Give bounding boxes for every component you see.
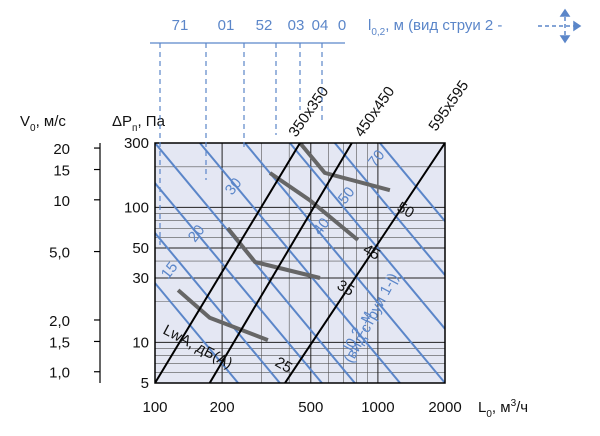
noise-label: 35 — [334, 277, 357, 300]
label-part: /ч — [516, 399, 528, 416]
throw-label: 30 — [222, 175, 246, 199]
y2-tick-label: 15 — [53, 163, 70, 180]
label-part: 0 — [30, 123, 36, 134]
plot-frame — [154, 142, 446, 384]
label-part: , м (вид струи 2 - — [385, 17, 502, 34]
throw-label: 20 — [185, 222, 209, 246]
noise-label: 45 — [360, 241, 383, 264]
throw-label: 40 — [310, 215, 334, 239]
top-axis: 71 01 52 03 04 0 — [159, 17, 346, 245]
x-tick-label: 200 — [210, 399, 235, 416]
y-tick-label: 100 — [124, 199, 149, 216]
label-part: 0,2 — [371, 27, 385, 38]
top-tick-label: 01 — [218, 17, 235, 34]
label-part: 0 — [486, 409, 492, 420]
throw-line — [334, 143, 445, 276]
y2-tick-label: 5,0 — [49, 245, 70, 262]
label-part: , м/с — [36, 113, 67, 130]
y-tick-label: 30 — [132, 270, 149, 287]
label-part: , Па — [137, 113, 165, 130]
y2-tick-label: 1,0 — [49, 365, 70, 382]
top-tick-label: 71 — [172, 17, 189, 34]
size-line — [155, 143, 301, 383]
noise-label: 25 — [272, 354, 295, 377]
label-part: V — [20, 113, 30, 130]
throw-line — [244, 143, 445, 383]
throw-line — [289, 143, 445, 330]
series-label: 595x595 — [425, 77, 472, 134]
throw-line — [199, 143, 401, 383]
label-part: 3 — [511, 398, 517, 409]
y-axis-label: ΔPп, Па — [112, 113, 166, 134]
top-tick-label: 0 — [338, 17, 346, 34]
x-tick-label: 100 — [142, 399, 167, 416]
x-tick-label: 1000 — [361, 399, 394, 416]
y2-tick-label: 2,0 — [49, 313, 70, 330]
throw-line — [155, 282, 239, 383]
series-label: 350x350 — [285, 83, 332, 140]
noise-line — [268, 171, 360, 242]
label-part: l — [368, 17, 371, 34]
top-tick-label: 03 — [288, 17, 305, 34]
y2-tick-label: 20 — [53, 141, 70, 158]
y2-tick-label: 1,5 — [49, 334, 70, 351]
x-tick-label: 500 — [298, 399, 323, 416]
x-axis-label: L0, м3/ч — [478, 398, 528, 420]
throw-label: 70 — [365, 147, 389, 171]
y-tick-label: 5 — [141, 375, 149, 392]
x-tick-label: 2000 — [428, 399, 461, 416]
top-tick-label: 52 — [256, 17, 273, 34]
top-tick-label: 04 — [312, 17, 329, 34]
y-tick-label: 50 — [132, 240, 149, 257]
throw-label: 50 — [335, 184, 359, 208]
y2-axis-label: V0, м/с — [20, 113, 66, 134]
throw-line — [155, 232, 281, 383]
noise-label: 50 — [394, 199, 417, 222]
throw-label: 15 — [158, 259, 182, 283]
top-axis-label: l0,2, м (вид струи 2 - — [368, 17, 502, 38]
noise-line — [226, 226, 321, 280]
throw-line — [379, 143, 445, 222]
label-part: , м — [492, 399, 511, 416]
label-part: L — [478, 399, 486, 416]
series-label: 450x450 — [351, 83, 398, 140]
y-tick-label: 300 — [124, 135, 149, 152]
y2-tick-label: 10 — [53, 193, 70, 210]
y-tick-label: 10 — [132, 334, 149, 351]
noise-line — [298, 143, 391, 193]
label-part: п — [132, 123, 137, 134]
size-line — [208, 143, 353, 383]
noise-line — [176, 288, 269, 342]
throw-line — [155, 182, 323, 383]
size-line — [284, 143, 445, 383]
label-part: ΔP — [112, 113, 132, 130]
lines — [155, 143, 445, 383]
jet-icon — [538, 8, 582, 44]
